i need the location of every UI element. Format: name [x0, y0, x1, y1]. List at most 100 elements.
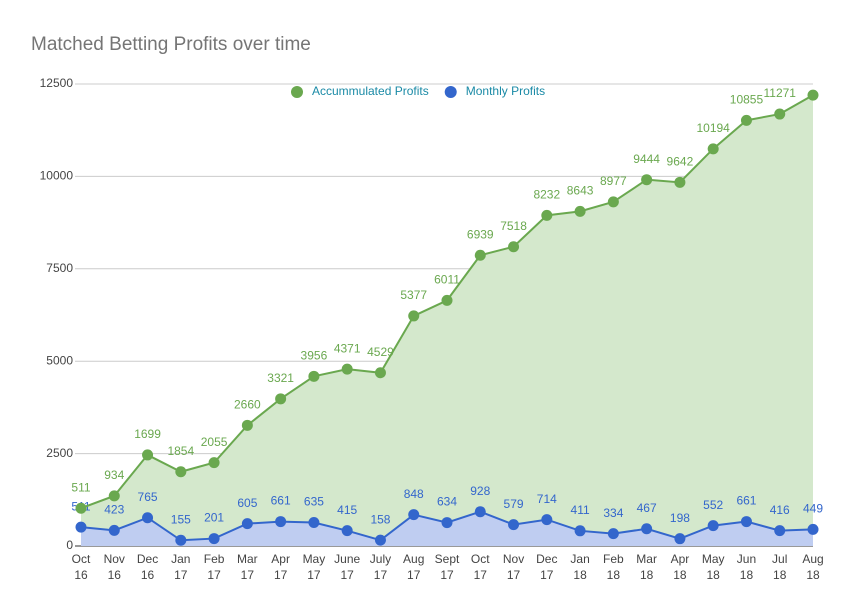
- data-label: 928: [470, 484, 490, 498]
- data-label: 4371: [334, 341, 361, 355]
- x-tick-label: Nov 17: [503, 552, 524, 582]
- point: [474, 249, 486, 261]
- data-label: 8977: [600, 174, 627, 188]
- point: [374, 367, 386, 379]
- point: [308, 517, 320, 529]
- data-label: 8643: [567, 184, 594, 198]
- data-label: 11271: [763, 86, 796, 100]
- point: [441, 294, 453, 306]
- data-label: 714: [537, 492, 557, 506]
- x-tick-label: Nov 16: [104, 552, 125, 582]
- data-label: 552: [703, 498, 723, 512]
- legend-marker: [291, 86, 303, 98]
- point: [807, 89, 819, 101]
- data-label: 661: [736, 494, 756, 508]
- data-label: 765: [138, 490, 158, 504]
- data-label: 423: [104, 503, 124, 517]
- point: [508, 519, 520, 531]
- point: [441, 517, 453, 529]
- point: [807, 523, 819, 535]
- data-label: 661: [271, 494, 291, 508]
- point: [474, 506, 486, 518]
- area: [81, 95, 813, 541]
- data-label: 449: [803, 502, 823, 516]
- x-tick-label: Aug 18: [802, 552, 823, 582]
- y-tick-label: 10000: [40, 169, 74, 183]
- legend-marker: [444, 86, 457, 98]
- x-tick-label: May 18: [702, 552, 725, 582]
- y-tick-label: 7500: [46, 261, 73, 275]
- x-tick-label: Jan 17: [171, 552, 190, 582]
- data-label: 415: [337, 503, 357, 517]
- x-tick-label: Mar 17: [237, 552, 258, 582]
- x-tick-label: Oct 17: [471, 552, 490, 582]
- point: [641, 523, 653, 535]
- data-label: 10194: [696, 121, 730, 135]
- x-tick-label: Jul 18: [772, 552, 787, 582]
- point: [707, 520, 719, 532]
- data-label: 579: [504, 497, 524, 511]
- x-tick-label: Dec 17: [536, 552, 557, 582]
- point: [142, 512, 154, 524]
- x-tick-label: Mar 18: [636, 552, 657, 582]
- point: [208, 457, 220, 469]
- x-tick-label: June 17: [334, 552, 360, 582]
- x-tick-label: July 17: [370, 552, 391, 582]
- chart-title: Matched Betting Profits over time: [31, 34, 311, 55]
- point: [241, 518, 253, 530]
- point: [208, 533, 220, 545]
- data-label: 201: [204, 511, 224, 525]
- point: [607, 196, 619, 208]
- x-tick-label: May 17: [303, 552, 326, 582]
- y-tick-label: 2500: [46, 446, 73, 460]
- data-label: 10855: [730, 93, 764, 107]
- data-label: 9444: [633, 152, 660, 166]
- data-label: 5377: [400, 288, 427, 302]
- data-label: 511: [71, 480, 90, 494]
- point: [707, 143, 719, 155]
- point: [674, 176, 686, 188]
- point: [142, 449, 154, 461]
- data-label: 334: [603, 506, 623, 520]
- point: [175, 466, 187, 478]
- point: [574, 525, 586, 537]
- x-tick-label: Jan 18: [570, 552, 589, 582]
- y-tick-label: 5000: [46, 353, 73, 367]
- data-label: 634: [437, 495, 457, 509]
- point: [75, 521, 87, 533]
- point: [241, 419, 253, 431]
- point: [108, 524, 120, 536]
- data-label: 2660: [234, 397, 261, 411]
- data-label: 416: [770, 503, 790, 517]
- point: [341, 363, 353, 375]
- point: [75, 502, 87, 514]
- x-tick-label: Feb 18: [603, 552, 624, 582]
- data-label: 1854: [167, 444, 194, 458]
- x-tick-label: Feb 17: [204, 552, 225, 582]
- point: [108, 490, 120, 502]
- data-label: 635: [304, 495, 324, 509]
- point: [774, 525, 786, 537]
- legend-label: Accummulated Profits: [312, 84, 429, 98]
- point: [408, 310, 420, 322]
- point: [341, 525, 353, 537]
- point: [175, 534, 187, 546]
- data-label: 6011: [434, 273, 460, 287]
- y-tick-label: 0: [66, 538, 73, 552]
- point: [740, 114, 752, 126]
- point: [308, 370, 320, 382]
- data-label: 9642: [667, 154, 694, 168]
- point: [774, 108, 786, 120]
- data-label: 1699: [134, 427, 161, 441]
- data-label: 934: [104, 468, 124, 482]
- point: [374, 534, 386, 546]
- data-label: 6939: [467, 227, 494, 241]
- data-label: 155: [171, 512, 191, 526]
- point: [508, 241, 520, 253]
- point: [607, 528, 619, 540]
- x-tick-label: Apr 18: [671, 552, 690, 582]
- x-tick-label: Jun 18: [737, 552, 756, 582]
- data-label: 8232: [533, 188, 560, 202]
- x-tick-label: Oct 16: [72, 552, 91, 582]
